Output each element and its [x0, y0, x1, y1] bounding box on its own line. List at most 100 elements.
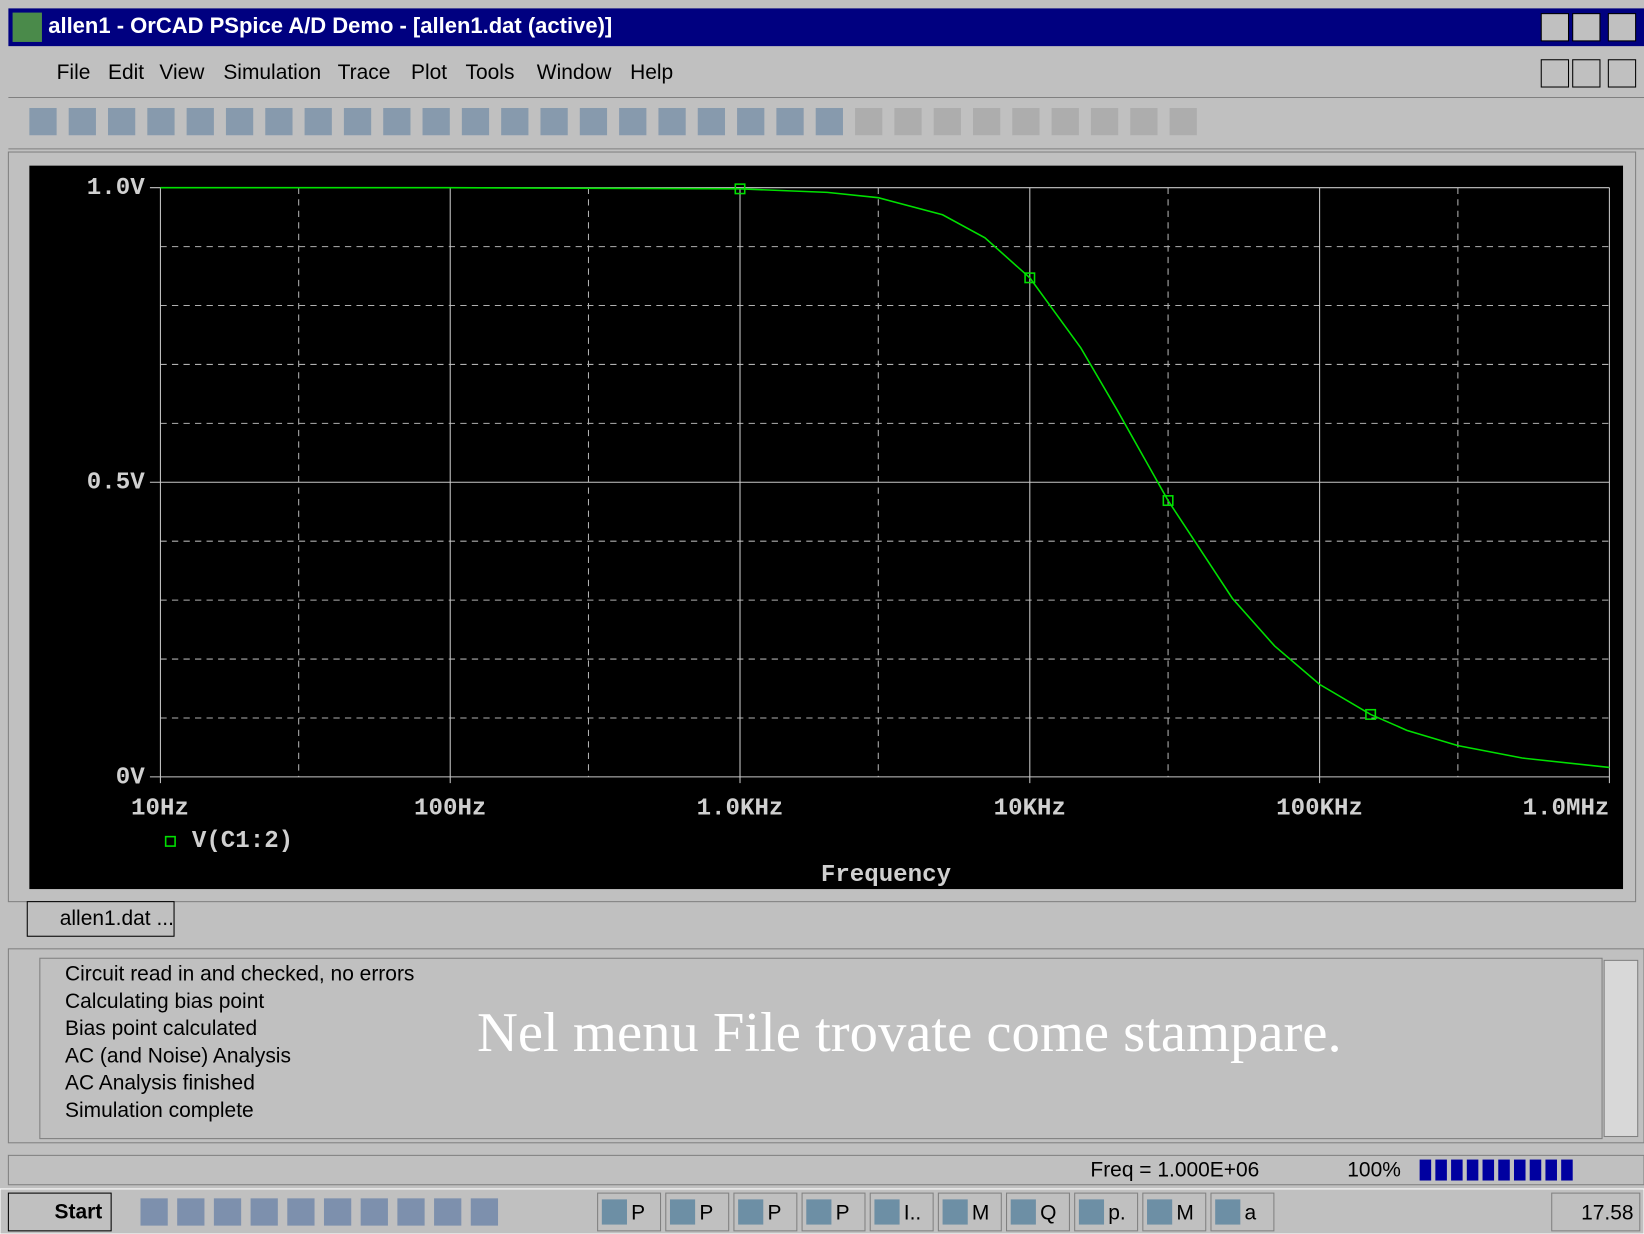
toolbar-button[interactable] — [815, 107, 843, 136]
toolbar-button[interactable] — [186, 107, 214, 136]
toolbar-button[interactable] — [1090, 107, 1119, 136]
task-label[interactable]: P — [767, 1202, 781, 1225]
task-label[interactable]: P — [836, 1202, 850, 1225]
tab[interactable] — [26, 901, 175, 937]
start-button[interactable] — [7, 1192, 112, 1232]
clock: 17.58 — [1581, 1202, 1633, 1225]
restore[interactable] — [1572, 13, 1601, 42]
toolbar-button[interactable] — [540, 107, 568, 136]
y-tick-label: 0.5V — [87, 470, 145, 497]
task-icon[interactable] — [601, 1199, 627, 1225]
overlay-text: Nel menu File trovate come stampare. — [477, 1002, 1342, 1064]
progress-block — [1498, 1159, 1510, 1181]
window-controls[interactable] — [1540, 13, 1637, 88]
toolbar-button[interactable] — [304, 107, 332, 136]
task-label[interactable]: P — [631, 1202, 645, 1225]
menu-item[interactable]: Tools — [466, 61, 515, 84]
menu-item[interactable]: Help — [630, 61, 673, 84]
doc-close[interactable] — [1607, 59, 1637, 88]
x-tick-label: 100Hz — [414, 796, 486, 823]
toolbar-button[interactable] — [383, 107, 411, 136]
legend-label: V(C1:2) — [192, 828, 293, 855]
quick-launch-icon[interactable] — [250, 1198, 278, 1226]
doc-restore[interactable] — [1572, 59, 1601, 88]
toolbar-button[interactable] — [658, 107, 686, 136]
menu-item[interactable]: Simulation — [223, 61, 321, 84]
task-icon[interactable] — [1010, 1199, 1036, 1225]
toolbar-button[interactable] — [29, 107, 57, 136]
toolbar-button[interactable] — [422, 107, 450, 136]
toolbar-button[interactable] — [68, 107, 96, 136]
quick-launch-icon[interactable] — [397, 1198, 425, 1226]
start-label[interactable]: Start — [55, 1201, 103, 1224]
menu-item[interactable]: Trace — [338, 61, 391, 84]
plot-area — [29, 165, 1624, 890]
progress-block — [1451, 1159, 1463, 1181]
task-label[interactable]: Q — [1040, 1202, 1056, 1225]
task-icon[interactable] — [942, 1199, 968, 1225]
x-axis-label: Frequency — [821, 862, 952, 889]
toolbar-button[interactable] — [776, 107, 804, 136]
task-icon[interactable] — [669, 1199, 696, 1225]
task-label[interactable]: P — [699, 1202, 713, 1225]
toolbar-button[interactable] — [265, 107, 293, 136]
toolbar-button[interactable] — [1012, 107, 1040, 136]
trace-marker — [1024, 272, 1036, 284]
quick-launch-icon[interactable] — [323, 1198, 352, 1226]
quick-launch-icon[interactable] — [177, 1198, 205, 1226]
status-freq: Freq = 1.000E+06 — [1090, 1159, 1259, 1182]
tab-label[interactable]: allen1.dat ... — [60, 907, 174, 930]
menu-item[interactable]: Edit — [108, 61, 144, 84]
toolbar-button[interactable] — [619, 107, 647, 136]
menu-item[interactable]: Plot — [411, 61, 447, 84]
toolbar-button[interactable] — [461, 107, 490, 136]
quick-launch-icon[interactable] — [213, 1198, 242, 1226]
toolbar-button[interactable] — [1051, 107, 1079, 136]
menu-item[interactable]: View — [159, 61, 205, 84]
task-label[interactable]: M — [1176, 1202, 1193, 1225]
progress-block — [1561, 1159, 1573, 1181]
status-zoom: 100% — [1347, 1159, 1401, 1182]
task-icon[interactable] — [1147, 1199, 1173, 1225]
minimize[interactable] — [1540, 13, 1570, 42]
toolbar-button[interactable] — [1130, 107, 1158, 136]
log-line: AC Analysis finished — [65, 1072, 255, 1095]
toolbar-button[interactable] — [1169, 107, 1197, 136]
close[interactable] — [1607, 13, 1637, 42]
toolbar-button[interactable] — [933, 107, 961, 136]
task-icon[interactable] — [1078, 1199, 1105, 1225]
toolbar-button[interactable] — [579, 107, 608, 136]
toolbar-button[interactable] — [894, 107, 922, 136]
task-label[interactable]: I.. — [904, 1202, 921, 1225]
toolbar-button[interactable] — [501, 107, 529, 136]
trace-marker — [1365, 708, 1377, 720]
task-label[interactable]: a — [1245, 1202, 1257, 1225]
menu-item[interactable]: File — [57, 61, 91, 84]
task-icon[interactable] — [806, 1199, 832, 1225]
quick-launch-icon[interactable] — [360, 1198, 388, 1226]
toolbar-button[interactable] — [107, 107, 136, 136]
quick-launch-icon[interactable] — [287, 1198, 315, 1226]
task-label[interactable]: p. — [1108, 1202, 1125, 1225]
log-line: Circuit read in and checked, no errors — [65, 963, 414, 986]
task-label[interactable]: M — [972, 1202, 989, 1225]
toolbar-button[interactable] — [147, 107, 175, 136]
toolbar-button[interactable] — [855, 107, 883, 136]
toolbar-button[interactable] — [737, 107, 765, 136]
task-icon[interactable] — [874, 1199, 900, 1225]
toolbar-button[interactable] — [972, 107, 1001, 136]
quick-launch-icon[interactable] — [140, 1198, 168, 1226]
quick-launch-icon[interactable] — [470, 1198, 499, 1226]
progress-block — [1513, 1159, 1526, 1181]
doc-minimize[interactable] — [1540, 59, 1570, 88]
trace-marker — [1162, 495, 1174, 507]
menu-item[interactable]: Window — [537, 61, 612, 84]
toolbar-button[interactable] — [225, 107, 254, 136]
y-tick-label: 1.0V — [87, 175, 145, 202]
scrollbar[interactable] — [1603, 959, 1639, 1138]
toolbar-button[interactable] — [697, 107, 726, 136]
task-icon[interactable] — [1215, 1199, 1241, 1225]
toolbar-button[interactable] — [343, 107, 372, 136]
task-icon[interactable] — [738, 1199, 764, 1225]
quick-launch-icon[interactable] — [434, 1198, 462, 1226]
